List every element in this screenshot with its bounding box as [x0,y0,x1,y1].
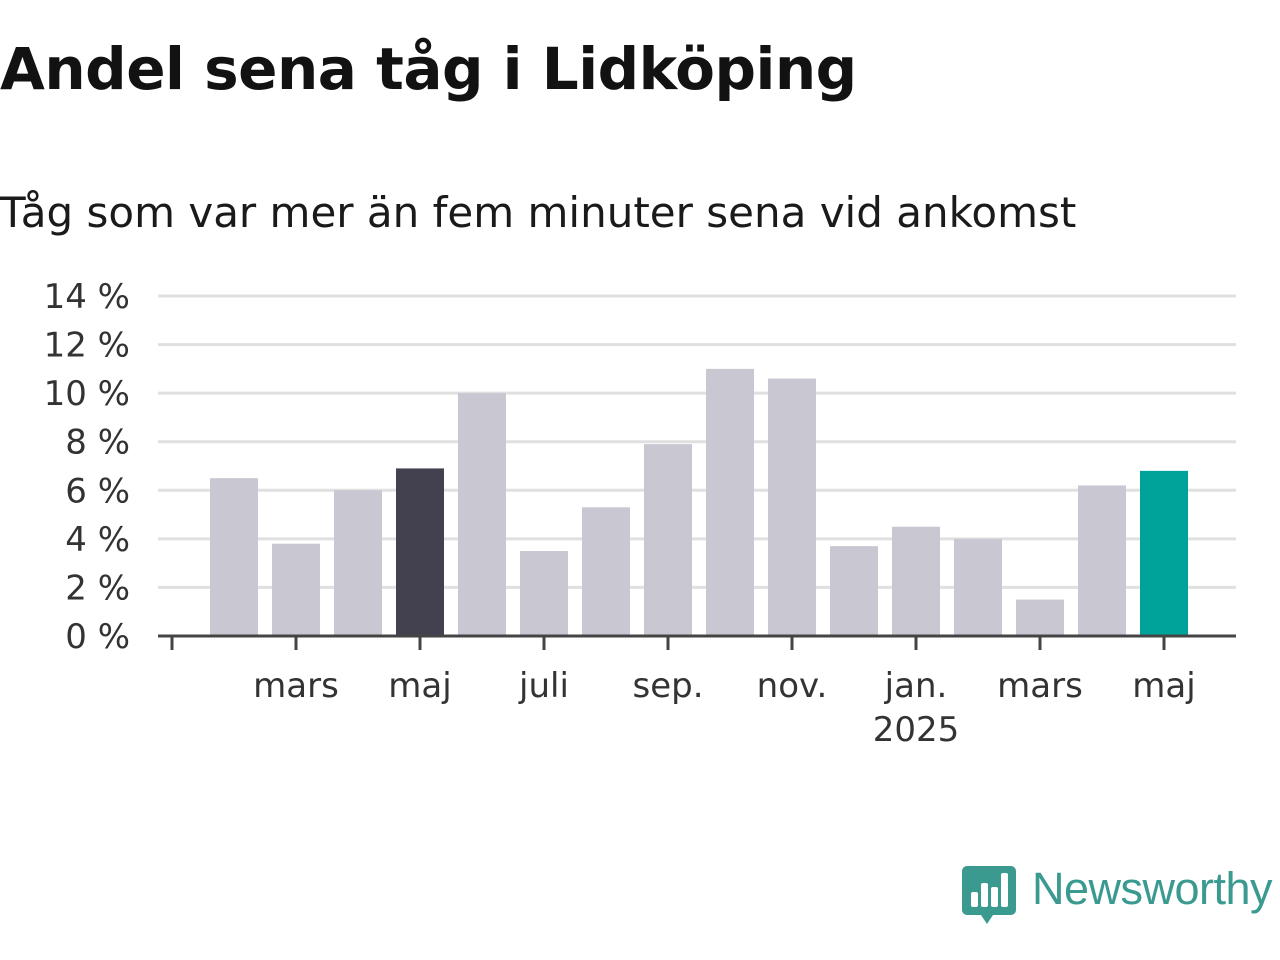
bar [582,507,630,636]
y-tick-label: 12 % [44,326,130,366]
bar [1016,599,1064,636]
bar-chart: 0 % 2 % 4 % 6 % 8 % 10 % 12 % 14 % mars maj juli s… [44,277,1236,750]
brand-name: Newsworthy [1032,863,1273,914]
y-tick-label: 8 % [65,423,130,463]
chart-title: Andel sena tåg i Lidköping [0,35,857,103]
x-tick-label: mars [253,666,339,706]
x-tick-label: juli [518,666,569,706]
bar [210,478,258,636]
bar [1140,470,1188,636]
bar [520,551,568,636]
bar [334,490,382,636]
y-tick-label: 6 % [65,471,130,511]
x-tick-label: jan. [884,666,948,706]
x-tick-label: mars [997,666,1083,706]
bar [272,543,320,636]
y-tick-label: 14 % [44,277,130,317]
bar [706,368,754,636]
brand-logo: Newsworthy [962,862,1273,928]
newsworthy-logo-icon [962,866,1016,924]
x-tick-label: sep. [632,666,703,706]
chart-subtitle: Tåg som var mer än fem minuter sena vid … [0,188,1077,237]
bar [1078,485,1126,636]
y-tick-label: 0 % [65,617,130,657]
y-tick-label: 2 % [65,568,130,608]
y-axis-labels: 0 % 2 % 4 % 6 % 8 % 10 % 12 % 14 % [44,277,130,657]
y-tick-label: 10 % [44,374,130,414]
bar [892,526,940,636]
bar [768,378,816,636]
bar [644,444,692,636]
x-tick-label: nov. [757,666,828,706]
x-tick-label: maj [1132,666,1195,706]
bar [830,546,878,636]
x-axis [158,634,1236,650]
x-tick-year-label: 2025 [873,710,960,750]
x-tick-label: maj [388,666,451,706]
bars [210,368,1188,636]
bar [954,538,1002,636]
x-axis-labels: mars maj juli sep. nov. jan.2025 mars maj [253,666,1196,750]
bar [458,393,506,636]
bar [396,468,444,636]
y-tick-label: 4 % [65,520,130,560]
